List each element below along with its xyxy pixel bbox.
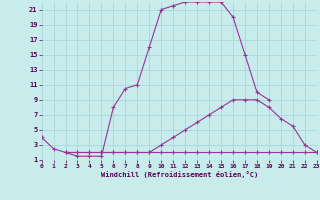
X-axis label: Windchill (Refroidissement éolien,°C): Windchill (Refroidissement éolien,°C)	[100, 171, 258, 178]
